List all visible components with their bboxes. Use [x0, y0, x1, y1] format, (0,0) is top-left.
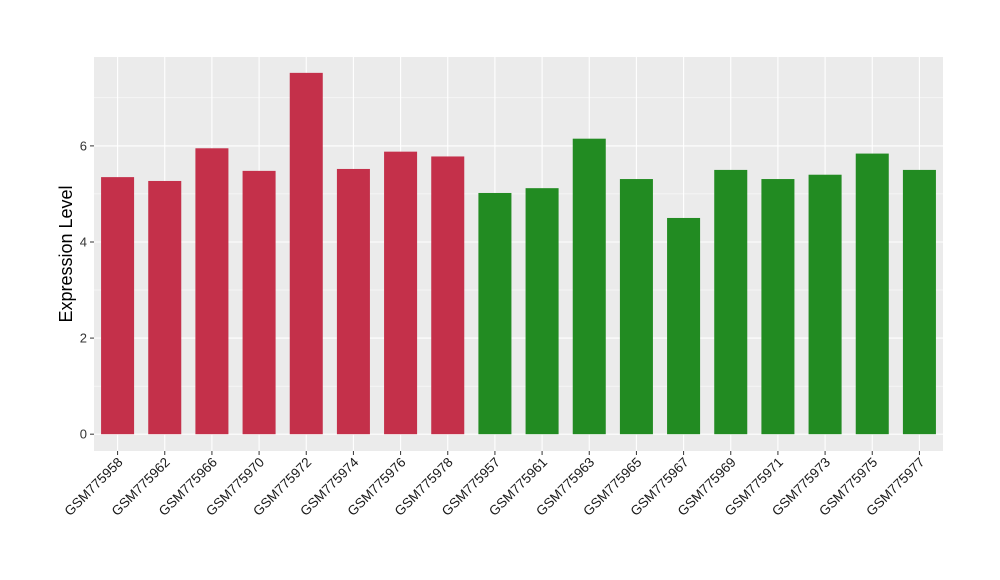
bar-GSM775974 [336, 168, 370, 435]
y-axis: 0 2 4 6 [80, 138, 94, 442]
bar-GSM775976 [384, 151, 418, 435]
bar-GSM775963 [572, 138, 606, 435]
x-axis: GSM775958GSM775962GSM775966GSM775970GSM7… [61, 451, 928, 519]
y-tick-label: 2 [80, 331, 87, 346]
bar-GSM775978 [431, 156, 465, 435]
bar-GSM775958 [101, 177, 135, 435]
bar-GSM775970 [242, 170, 276, 435]
minor-gridlines [94, 97, 943, 387]
bar-GSM775966 [195, 148, 229, 435]
y-tick-label: 0 [80, 427, 87, 442]
bar-GSM775967 [667, 217, 701, 435]
bars-group [101, 72, 936, 435]
y-axis-title: Expression Level [56, 185, 76, 322]
y-tick-label: 6 [80, 138, 87, 153]
bar-GSM775975 [855, 153, 889, 435]
bar-GSM775957 [478, 192, 512, 435]
plot-panel [94, 57, 943, 451]
y-tick-label: 4 [80, 234, 87, 249]
bar-GSM775965 [619, 179, 653, 435]
bar-GSM775969 [714, 169, 748, 435]
bar-GSM775972 [289, 72, 323, 435]
bar-GSM775973 [808, 174, 842, 435]
bar-GSM775971 [761, 179, 795, 435]
bar-GSM775962 [148, 180, 182, 435]
bar-GSM775961 [525, 188, 559, 435]
bar-GSM775977 [902, 169, 936, 435]
